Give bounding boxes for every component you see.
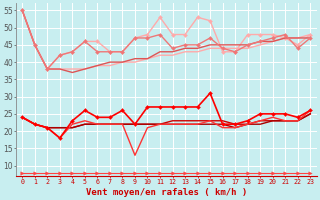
X-axis label: Vent moyen/en rafales ( km/h ): Vent moyen/en rafales ( km/h ) bbox=[86, 188, 247, 197]
